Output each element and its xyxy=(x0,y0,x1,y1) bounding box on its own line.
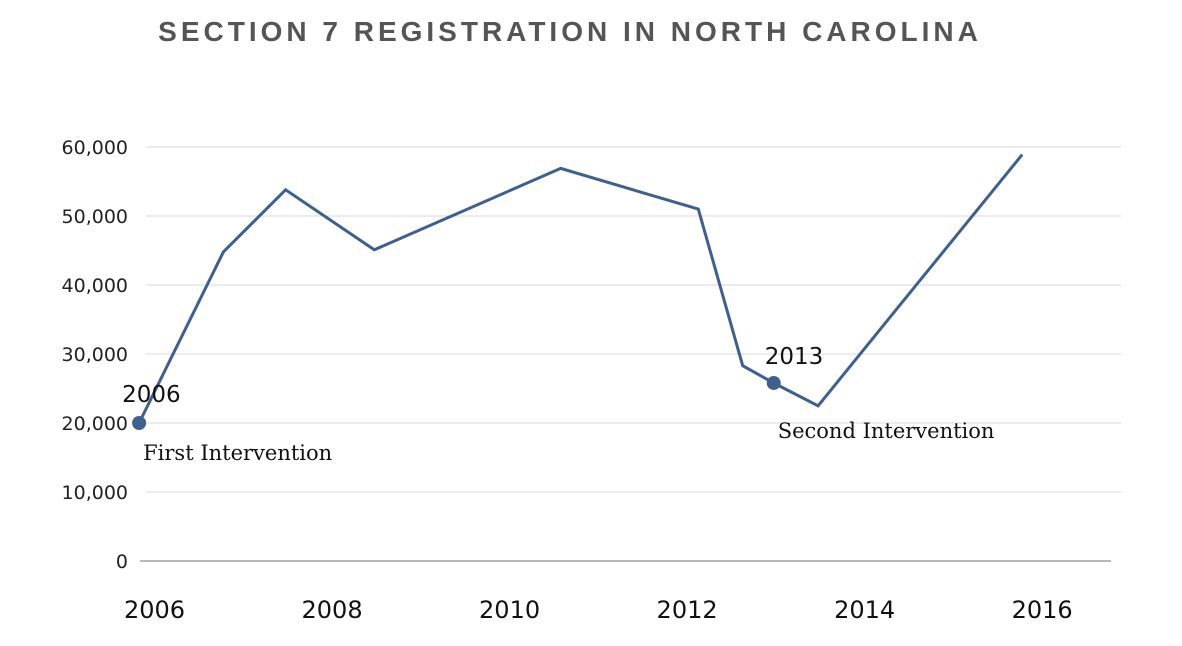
chart-title: SECTION 7 REGISTRATION IN NORTH CAROLINA xyxy=(158,16,982,47)
intervention-marker xyxy=(766,375,781,390)
annotation-year: 2006 xyxy=(122,382,181,408)
y-tick-label: 0 xyxy=(116,551,128,573)
y-tick-label: 60,000 xyxy=(62,137,128,159)
x-tick-label: 2006 xyxy=(124,596,185,624)
axes: 0 10,000 20,000 30,000 40,000 50,000 60,000 200… xyxy=(62,137,1111,624)
x-tick-label: 2008 xyxy=(302,596,363,624)
series-line xyxy=(137,153,1024,424)
annotation-year: 2013 xyxy=(765,344,824,370)
x-tick-label: 2016 xyxy=(1012,596,1073,624)
gridlines xyxy=(146,146,1121,493)
annotations: 2006 First Intervention 2013 Second Interve… xyxy=(122,344,994,465)
x-tick-label: 2014 xyxy=(834,596,895,624)
intervention-marker xyxy=(132,416,147,430)
y-tick-label: 30,000 xyxy=(62,344,128,366)
series-layer xyxy=(137,153,1024,424)
y-tick-label: 50,000 xyxy=(62,206,128,228)
y-tick-label: 20,000 xyxy=(62,413,128,435)
x-tick-label: 2010 xyxy=(479,596,540,624)
x-tick-label: 2012 xyxy=(657,596,718,624)
y-tick-label: 40,000 xyxy=(62,275,128,297)
y-tick-label: 10,000 xyxy=(62,482,128,504)
annotation-label: First Intervention xyxy=(143,441,332,465)
annotation-label: Second Intervention xyxy=(778,419,995,443)
